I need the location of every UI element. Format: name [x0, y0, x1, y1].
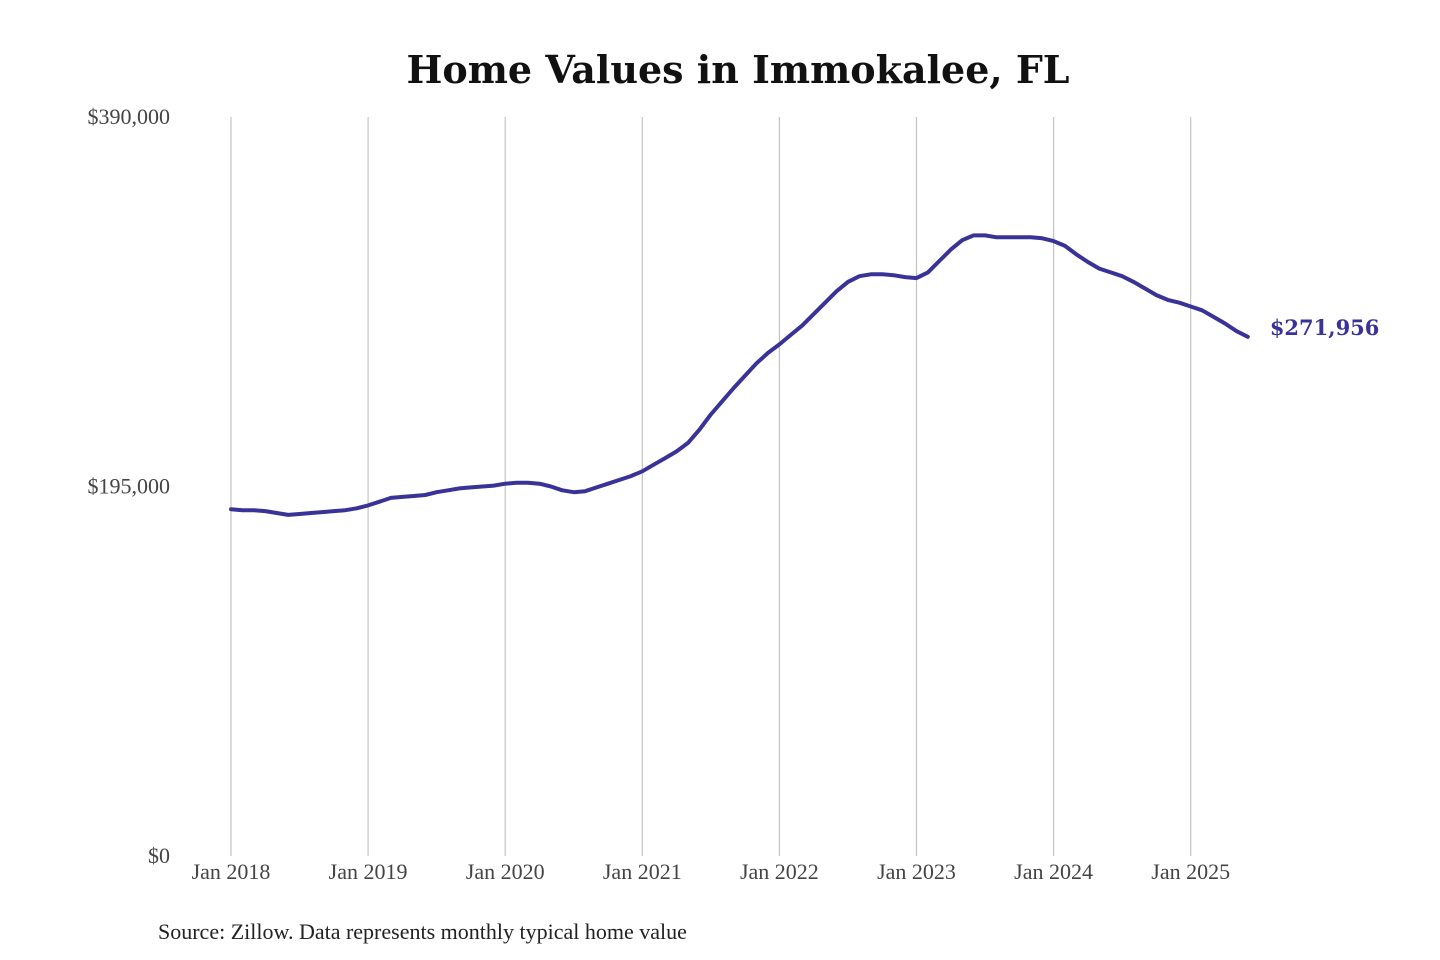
x-tick-label-1: Jan 2019: [329, 859, 408, 884]
y-tick-label-2: $0: [148, 843, 170, 868]
x-axis-tick-labels: Jan 2018 Jan 2019 Jan 2020 Jan 2021 Jan 2022…: [192, 859, 1231, 884]
y-tick-label-1: $195,000: [88, 474, 171, 499]
x-tick-label-2: Jan 2020: [466, 859, 545, 884]
y-axis-tick-labels: $390,000 $195,000 $0: [88, 104, 171, 868]
x-tick-label-3: Jan 2021: [603, 859, 682, 884]
x-tick-label-6: Jan 2024: [1014, 859, 1093, 884]
vertical-gridlines: [230, 117, 1192, 856]
home-value-line: [229, 233, 1250, 517]
latest-value-label: $271,956: [1270, 315, 1380, 340]
chart-title: Home Values in Immokalee, FL: [406, 47, 1069, 92]
x-tick-label-4: Jan 2022: [740, 859, 819, 884]
y-tick-label-0: $390,000: [88, 104, 171, 129]
source-note: Source: Zillow. Data represents monthly …: [158, 919, 687, 944]
x-tick-label-0: Jan 2018: [192, 859, 271, 884]
x-tick-label-5: Jan 2023: [877, 859, 956, 884]
x-tick-label-7: Jan 2025: [1151, 859, 1230, 884]
